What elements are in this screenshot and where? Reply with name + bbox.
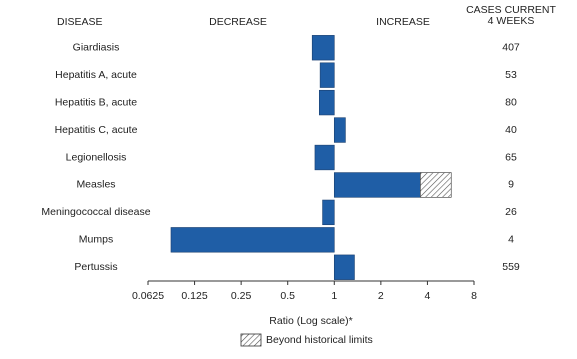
x-axis-label: Ratio (Log scale)*	[269, 315, 352, 327]
x-tick-label: 0.25	[231, 290, 252, 302]
category-label: Giardiasis	[73, 42, 120, 54]
category-label: Meningococcal disease	[41, 206, 150, 218]
cases-value: 407	[502, 42, 520, 54]
category-label: Mumps	[79, 234, 113, 246]
x-tick-label: 1	[331, 290, 337, 302]
bar	[333, 172, 421, 198]
category-label: Hepatitis C, acute	[55, 124, 138, 136]
category-label: Pertussis	[74, 261, 117, 273]
bar	[314, 144, 335, 171]
x-tick-label: 8	[471, 290, 477, 302]
bar	[311, 35, 335, 61]
x-tick-label: 0.5	[280, 290, 295, 302]
decrease-header: DECREASE	[209, 16, 267, 28]
bar	[333, 254, 355, 280]
cases-header: 4 WEEKS	[488, 15, 535, 27]
category-label: Hepatitis A, acute	[55, 69, 137, 81]
cases-value: 53	[505, 69, 517, 81]
cases-value: 559	[502, 261, 520, 273]
beyond-limits	[420, 172, 452, 198]
x-tick-label: 4	[425, 290, 431, 302]
bar	[333, 117, 346, 143]
x-tick-label: 2	[378, 290, 384, 302]
cases-value: 65	[505, 151, 517, 163]
category-label: Hepatitis B, acute	[55, 96, 137, 108]
bar	[318, 89, 335, 116]
cases-value: 40	[505, 124, 517, 136]
cases-value: 9	[508, 179, 514, 191]
cases-value: 80	[505, 96, 517, 108]
x-tick-label: 0.125	[181, 290, 207, 302]
category-label: Measles	[76, 179, 115, 191]
cases-value: 26	[505, 206, 517, 218]
bar	[322, 199, 335, 226]
cases-header: CASES CURRENT	[466, 4, 556, 16]
disease-header: DISEASE	[57, 16, 103, 28]
category-label: Legionellosis	[66, 151, 127, 163]
bar	[319, 62, 335, 88]
legend-swatch	[240, 333, 262, 347]
x-tick-label: 0.0625	[132, 290, 164, 302]
increase-header: INCREASE	[376, 16, 430, 28]
bar	[170, 227, 335, 253]
legend-label: Beyond historical limits	[266, 334, 373, 346]
cases-value: 4	[508, 234, 514, 246]
